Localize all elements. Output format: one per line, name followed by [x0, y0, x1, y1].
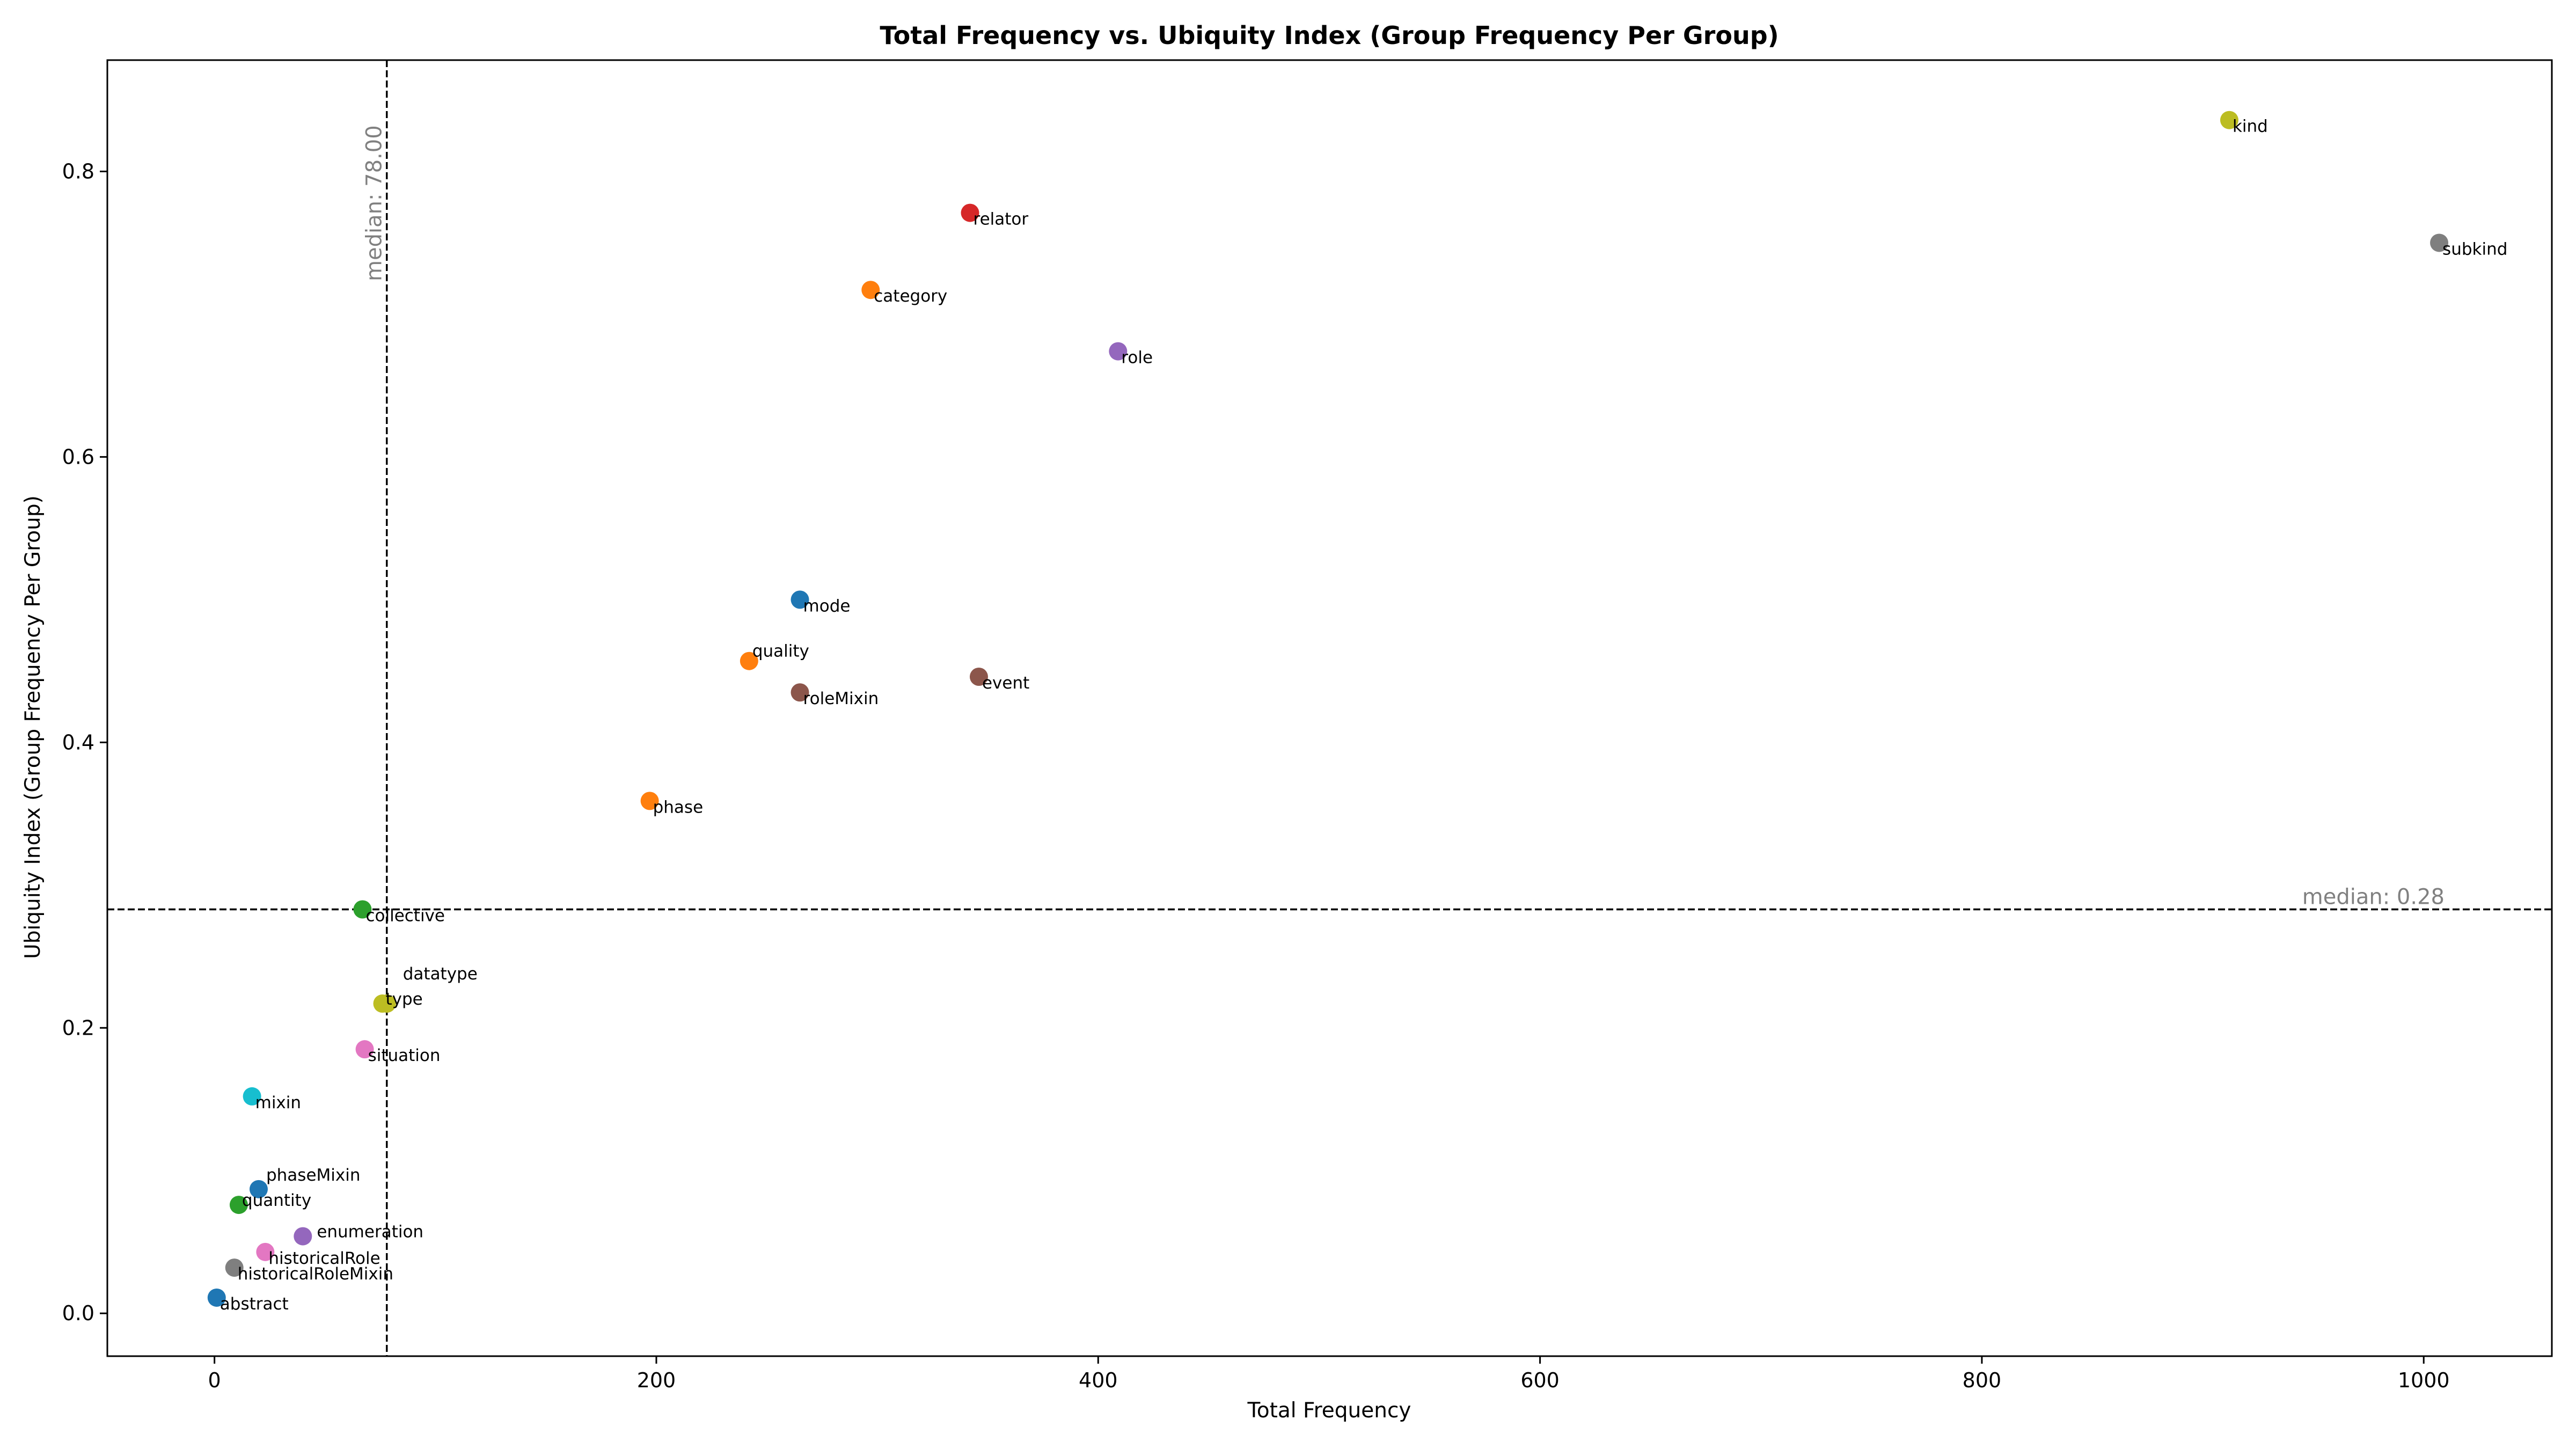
plot-frame: [106, 59, 2553, 1357]
point-subkind: [2430, 233, 2449, 252]
point-label-mode: mode: [803, 596, 851, 616]
point-label-category: category: [874, 287, 947, 306]
x-tick-label: 800: [1963, 1368, 2002, 1392]
x-tick-label: 600: [1520, 1368, 1560, 1392]
x-tick-label: 400: [1079, 1368, 1118, 1392]
x-tick-label: 200: [637, 1368, 676, 1392]
point-historicalRoleMixin: [225, 1258, 244, 1277]
point-collective: [353, 900, 372, 919]
point-label-collective: collective: [365, 906, 445, 926]
point-type: [373, 994, 392, 1013]
x-tick-label: 0: [208, 1368, 221, 1392]
point-label-subkind: subkind: [2442, 239, 2507, 259]
point-label-phase: phase: [653, 797, 704, 817]
y-tick-label: 0.2: [62, 1016, 94, 1040]
chart-title: Total Frequency vs. Ubiquity Index (Grou…: [880, 21, 1779, 50]
y-tick-label: 0.6: [62, 445, 94, 469]
point-kind: [2220, 111, 2238, 129]
point-roleMixin: [791, 683, 809, 702]
point-phaseMixin: [249, 1180, 268, 1198]
point-label-phaseMixin: phaseMixin: [266, 1166, 361, 1185]
point-relator: [961, 203, 979, 222]
point-label-enumeration: enumeration: [317, 1223, 423, 1242]
y-tick-label: 0.4: [62, 730, 94, 754]
point-label-historicalRole: historicalRole: [268, 1249, 380, 1268]
point-label-datatype: datatype: [403, 964, 478, 984]
point-event: [969, 667, 988, 686]
point-label-roleMixin: roleMixin: [803, 689, 879, 708]
point-label-situation: situation: [368, 1046, 441, 1065]
point-label-event: event: [982, 674, 1029, 693]
y-tick-label: 0.8: [62, 159, 94, 183]
y-axis-label: Ubiquity Index (Group Frequency Per Grou…: [21, 495, 45, 959]
point-label-quality: quality: [752, 642, 809, 661]
x-axis-label: Total Frequency: [1247, 1399, 1411, 1423]
point-role: [1109, 342, 1128, 361]
plot-area: median: 78.00 median: 0.28 kind subkind rela…: [62, 59, 2553, 1392]
point-historicalRole: [256, 1242, 275, 1261]
point-label-abstract: abstract: [220, 1294, 289, 1314]
point-quality: [740, 652, 758, 670]
point-phase: [640, 792, 659, 810]
y-tick-label: 0.0: [62, 1301, 94, 1325]
point-label-kind: kind: [2233, 117, 2268, 136]
point-category: [861, 281, 880, 299]
x-tick-label: 1000: [2398, 1368, 2450, 1392]
point-situation: [355, 1040, 374, 1059]
point-mode: [791, 590, 809, 609]
point-label-relator: relator: [974, 210, 1029, 229]
point-label-mixin: mixin: [255, 1093, 301, 1113]
point-label-role: role: [1121, 348, 1153, 368]
point-label-type: type: [386, 990, 423, 1009]
point-quantity: [229, 1196, 248, 1214]
median-y-label: median: 0.28: [2302, 885, 2445, 910]
point-abstract: [207, 1288, 226, 1307]
point-label-historicalRoleMixin: historicalRoleMixin: [238, 1264, 393, 1284]
point-mixin: [243, 1087, 261, 1106]
point-enumeration: [294, 1227, 312, 1246]
point-label-quantity: quantity: [242, 1191, 311, 1210]
median-x-label: median: 78.00: [362, 125, 387, 281]
